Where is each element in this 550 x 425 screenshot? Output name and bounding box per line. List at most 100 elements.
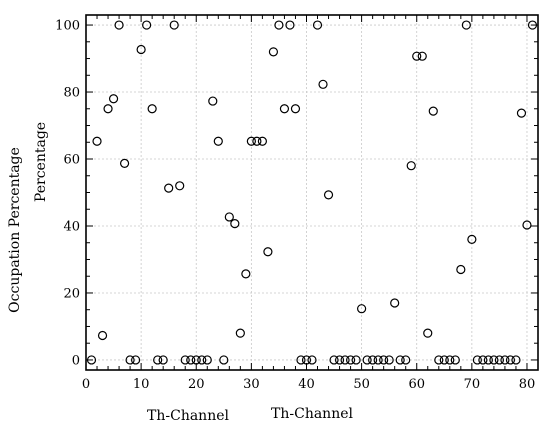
data-point — [131, 355, 141, 365]
data-point — [224, 212, 234, 222]
data-point — [186, 355, 196, 365]
x-tick-label: 10 — [133, 377, 150, 392]
data-point — [516, 108, 527, 118]
data-point — [136, 44, 146, 55]
data-point — [500, 355, 510, 365]
data-point — [472, 355, 482, 365]
y-axis-label-repeat: Percentage — [33, 122, 49, 202]
data-point — [312, 20, 323, 30]
data-point — [505, 355, 516, 365]
data-point — [478, 355, 488, 365]
data-point — [511, 355, 521, 365]
data-point — [351, 355, 361, 365]
data-point — [219, 355, 229, 365]
data-point — [114, 20, 124, 30]
data-point — [406, 161, 416, 171]
data-point — [296, 355, 306, 365]
y-tick-label: 100 — [55, 19, 80, 34]
data-point — [340, 355, 350, 365]
data-point — [202, 355, 212, 365]
data-point — [230, 219, 240, 229]
data-point — [301, 355, 312, 365]
x-tick-label: 60 — [408, 377, 425, 392]
data-point — [373, 355, 383, 365]
data-point — [92, 136, 102, 146]
y-tick-label: 40 — [63, 219, 80, 234]
data-point — [263, 247, 273, 257]
data-point — [434, 355, 444, 365]
axis-ticks — [85, 15, 539, 370]
y-tick-label: 80 — [63, 86, 80, 101]
data-point — [439, 355, 449, 365]
x-tick-label: 70 — [464, 377, 481, 392]
data-point — [368, 355, 378, 365]
data-point — [268, 47, 279, 57]
data-point — [494, 355, 505, 365]
x-axis-label: Th-Channel — [147, 408, 229, 424]
y-axis-label: Occupation Percentage — [7, 147, 23, 313]
x-tick-label: 20 — [188, 377, 205, 392]
data-point — [467, 234, 477, 244]
data-point — [428, 106, 438, 116]
data-point — [423, 328, 433, 338]
data-point — [257, 136, 267, 146]
tick-labels: 0 10 20 30 40 50 60 70 80 0 20 40 60 80 100 — [55, 19, 535, 392]
data-point — [489, 355, 499, 365]
data-point — [334, 355, 345, 365]
y-tick-label: 60 — [63, 153, 80, 168]
data-point — [153, 355, 163, 365]
data-point — [395, 355, 405, 365]
data-point — [390, 298, 400, 308]
data-point — [180, 355, 190, 365]
data-point — [279, 104, 290, 114]
x-tick-label: 30 — [243, 377, 260, 392]
data-point — [522, 220, 532, 230]
data-point — [329, 355, 339, 365]
data-point — [108, 94, 119, 104]
data-point — [307, 355, 317, 365]
data-point — [175, 181, 185, 191]
data-point — [103, 104, 113, 114]
data-points — [86, 20, 538, 365]
data-point — [169, 20, 179, 30]
data-point — [147, 104, 157, 114]
data-point — [274, 20, 284, 30]
y-tick-label: 0 — [72, 353, 80, 368]
data-point — [290, 104, 301, 114]
x-axis-label-repeat: Th-Channel — [271, 406, 353, 422]
data-point — [235, 328, 245, 338]
data-point — [142, 20, 152, 30]
grid-lines — [85, 15, 538, 370]
x-tick-label: 80 — [519, 377, 536, 392]
data-point — [86, 355, 97, 365]
data-point — [401, 355, 411, 365]
data-point — [285, 20, 295, 30]
data-point — [164, 183, 174, 193]
data-point — [208, 96, 218, 106]
x-tick-label: 0 — [82, 377, 90, 392]
data-point — [379, 355, 389, 365]
data-point — [213, 136, 223, 146]
plot-frame — [85, 14, 539, 371]
data-point — [456, 264, 466, 275]
data-point — [246, 136, 256, 146]
data-point — [461, 20, 471, 30]
data-point — [450, 355, 460, 365]
data-point — [191, 355, 201, 365]
data-point — [97, 330, 108, 341]
data-point — [318, 79, 328, 89]
data-point — [362, 355, 372, 365]
data-point — [527, 20, 538, 30]
data-point — [412, 51, 422, 61]
data-point — [384, 355, 394, 365]
data-point — [119, 158, 130, 168]
data-point — [483, 355, 493, 365]
data-point — [357, 304, 367, 314]
data-point — [323, 190, 334, 200]
data-point — [345, 355, 356, 365]
data-point — [445, 355, 455, 365]
data-point — [241, 269, 251, 279]
x-tick-label: 40 — [298, 377, 315, 392]
data-point — [197, 355, 207, 365]
